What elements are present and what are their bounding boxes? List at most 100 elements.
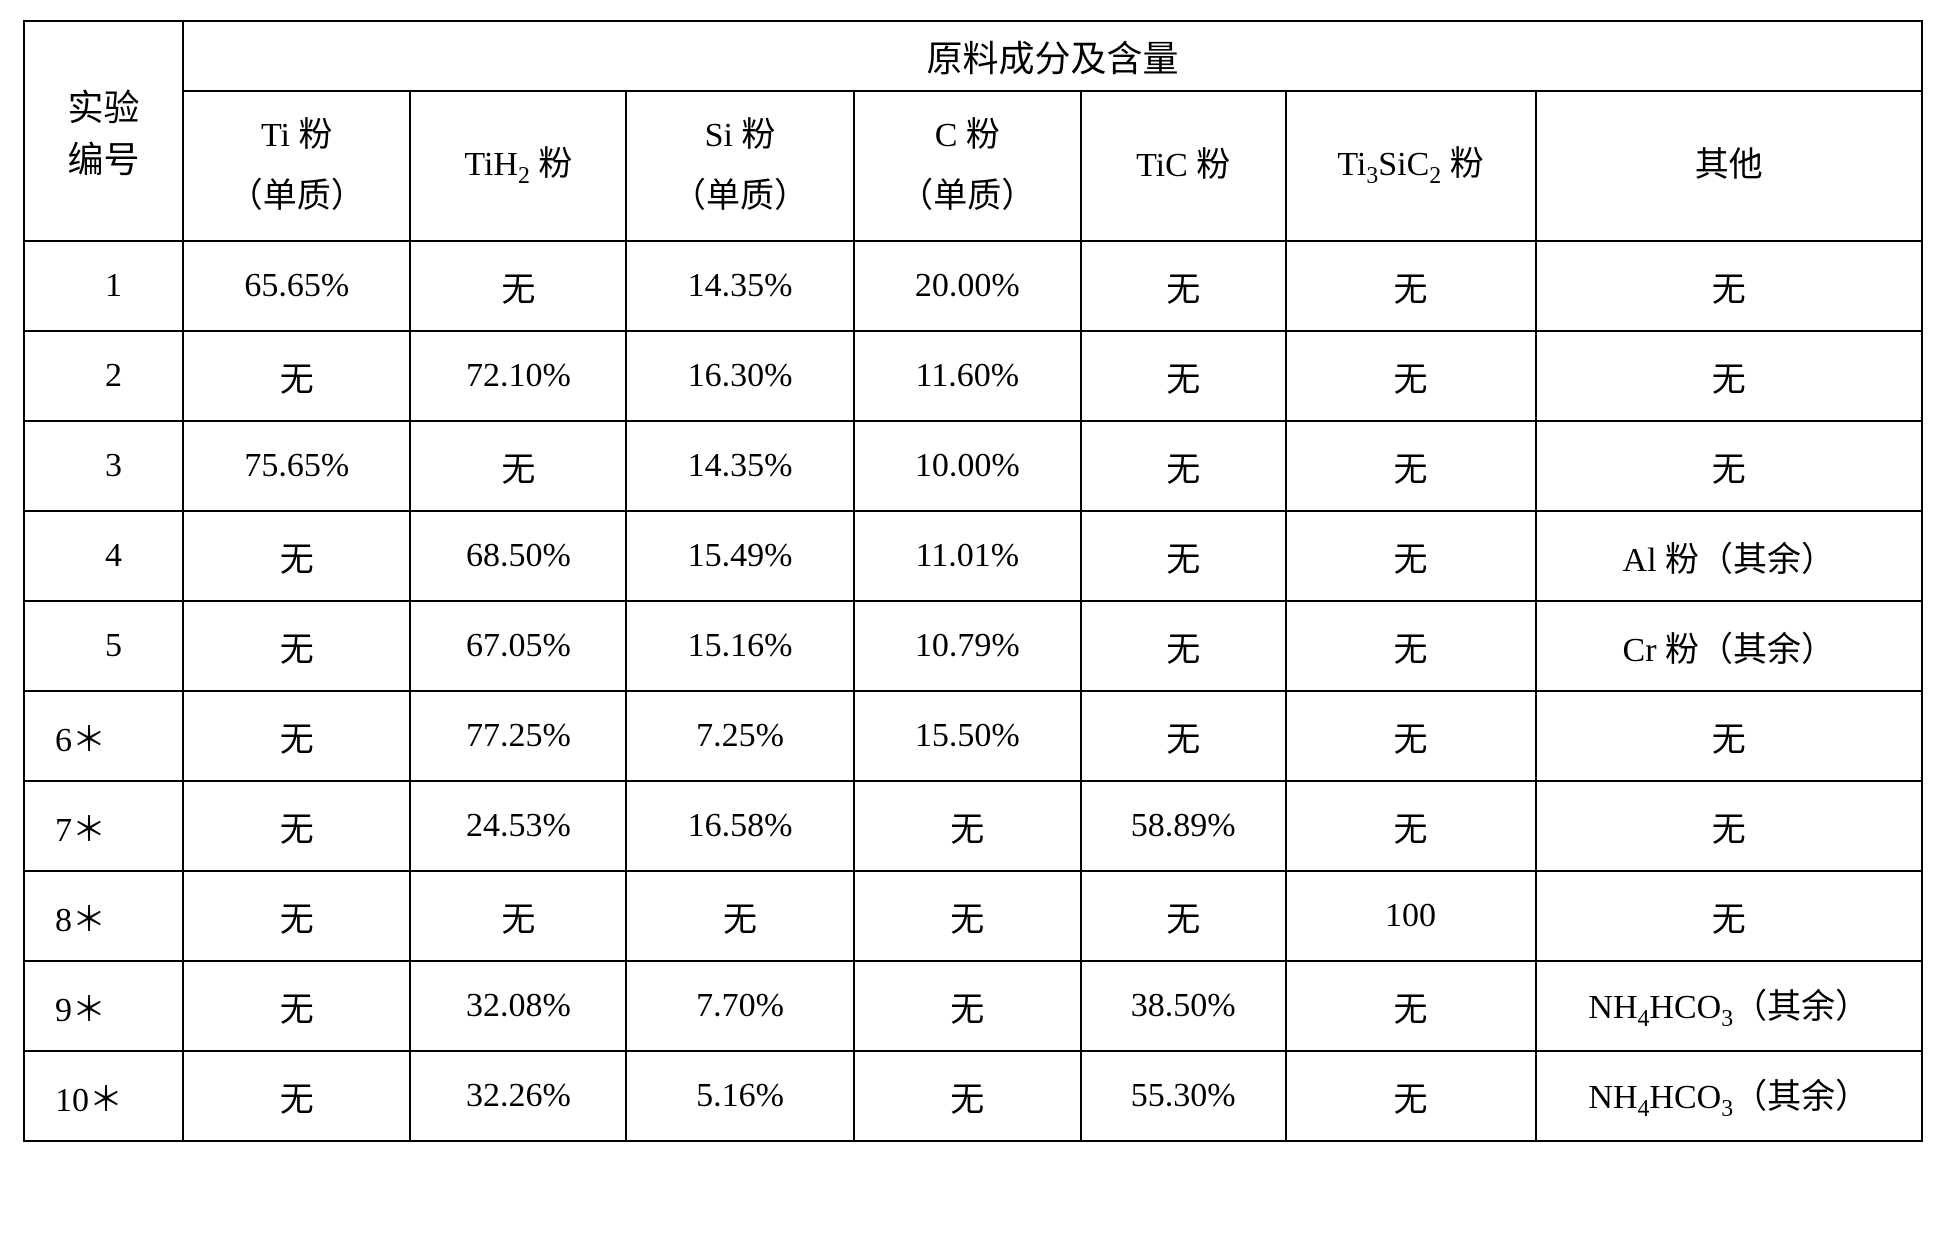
table-row: 3 75.65% 无 14.35% 10.00% 无 无 无 (24, 421, 1922, 511)
cell-si: 16.30% (626, 331, 853, 421)
cell-si: 7.25% (626, 691, 853, 781)
cell-ti3sic2: 无 (1286, 1051, 1536, 1141)
cell-tic: 无 (1081, 871, 1286, 961)
cell-ti: 无 (183, 1051, 410, 1141)
cell-tic: 无 (1081, 511, 1286, 601)
col-ti3sic2-label: Ti3SiC2 粉 (1337, 146, 1483, 183)
cell-si: 15.49% (626, 511, 853, 601)
cell-ti3sic2: 无 (1286, 421, 1536, 511)
cell-c: 20.00% (854, 241, 1081, 331)
cell-c: 11.01% (854, 511, 1081, 601)
cell-tih2: 32.08% (410, 961, 626, 1051)
cell-exp-id: 7＊ (24, 781, 183, 871)
cell-tih2: 72.10% (410, 331, 626, 421)
cell-other: 无 (1536, 691, 1922, 781)
col-si-line2: （单质） (672, 178, 808, 215)
cell-c: 11.60% (854, 331, 1081, 421)
row-label-line2: 编号 (68, 140, 140, 180)
col-c-line1: C 粉 (935, 117, 1000, 154)
col-header-ti: Ti 粉 （单质） (183, 91, 410, 241)
cell-tic: 无 (1081, 601, 1286, 691)
table-header: 实验 编号 原料成分及含量 Ti 粉 （单质） TiH2 粉 Si 粉 （单质） (24, 21, 1922, 241)
cell-tic: 无 (1081, 241, 1286, 331)
cell-tih2: 无 (410, 871, 626, 961)
cell-other: NH4HCO3（其余） (1536, 961, 1922, 1051)
cell-exp-id: 5 (24, 601, 183, 691)
experiment-table-container: 实验 编号 原料成分及含量 Ti 粉 （单质） TiH2 粉 Si 粉 （单质） (23, 20, 1923, 1142)
cell-c: 无 (854, 961, 1081, 1051)
cell-ti: 无 (183, 781, 410, 871)
cell-ti: 75.65% (183, 421, 410, 511)
col-ti-line2: （单质） (229, 178, 365, 215)
cell-tic: 无 (1081, 421, 1286, 511)
cell-exp-id: 6＊ (24, 691, 183, 781)
cell-tic: 55.30% (1081, 1051, 1286, 1141)
header-row-2: Ti 粉 （单质） TiH2 粉 Si 粉 （单质） C 粉 （单质） TiC … (24, 91, 1922, 241)
table-body: 1 65.65% 无 14.35% 20.00% 无 无 无 2 无 72.10… (24, 241, 1922, 1141)
table-row: 2 无 72.10% 16.30% 11.60% 无 无 无 (24, 331, 1922, 421)
cell-tic: 38.50% (1081, 961, 1286, 1051)
cell-si: 16.58% (626, 781, 853, 871)
cell-ti: 无 (183, 871, 410, 961)
cell-exp-id: 2 (24, 331, 183, 421)
cell-tih2: 32.26% (410, 1051, 626, 1141)
cell-ti3sic2: 100 (1286, 871, 1536, 961)
table-row: 4 无 68.50% 15.49% 11.01% 无 无 Al 粉（其余） (24, 511, 1922, 601)
cell-other: 无 (1536, 331, 1922, 421)
cell-other: 无 (1536, 781, 1922, 871)
cell-other: NH4HCO3（其余） (1536, 1051, 1922, 1141)
cell-ti3sic2: 无 (1286, 511, 1536, 601)
table-row: 1 65.65% 无 14.35% 20.00% 无 无 无 (24, 241, 1922, 331)
cell-c: 无 (854, 781, 1081, 871)
cell-si: 5.16% (626, 1051, 853, 1141)
cell-other: 无 (1536, 421, 1922, 511)
col-tih2-label: TiH2 粉 (464, 146, 572, 183)
table-row: 9＊ 无 32.08% 7.70% 无 38.50% 无 NH4HCO3（其余） (24, 961, 1922, 1051)
cell-c: 无 (854, 871, 1081, 961)
cell-ti: 无 (183, 601, 410, 691)
cell-c: 15.50% (854, 691, 1081, 781)
cell-ti3sic2: 无 (1286, 331, 1536, 421)
col-header-tic: TiC 粉 (1081, 91, 1286, 241)
col-ti-line1: Ti 粉 (261, 117, 333, 154)
col-header-ti3sic2: Ti3SiC2 粉 (1286, 91, 1536, 241)
table-row: 6＊ 无 77.25% 7.25% 15.50% 无 无 无 (24, 691, 1922, 781)
cell-si: 无 (626, 871, 853, 961)
cell-c: 无 (854, 1051, 1081, 1141)
col-header-c: C 粉 （单质） (854, 91, 1081, 241)
cell-c: 10.79% (854, 601, 1081, 691)
cell-exp-id: 4 (24, 511, 183, 601)
cell-ti3sic2: 无 (1286, 601, 1536, 691)
cell-exp-id: 8＊ (24, 871, 183, 961)
cell-other: 无 (1536, 241, 1922, 331)
cell-ti: 无 (183, 511, 410, 601)
row-label-header: 实验 编号 (24, 21, 183, 241)
cell-si: 15.16% (626, 601, 853, 691)
table-row: 5 无 67.05% 15.16% 10.79% 无 无 Cr 粉（其余） (24, 601, 1922, 691)
cell-tic: 58.89% (1081, 781, 1286, 871)
header-row-1: 实验 编号 原料成分及含量 (24, 21, 1922, 91)
row-label-line1: 实验 (68, 88, 140, 128)
cell-tih2: 无 (410, 241, 626, 331)
cell-exp-id: 1 (24, 241, 183, 331)
cell-tih2: 77.25% (410, 691, 626, 781)
cell-exp-id: 9＊ (24, 961, 183, 1051)
cell-ti3sic2: 无 (1286, 241, 1536, 331)
cell-ti3sic2: 无 (1286, 781, 1536, 871)
cell-tic: 无 (1081, 691, 1286, 781)
cell-ti: 无 (183, 691, 410, 781)
cell-tih2: 68.50% (410, 511, 626, 601)
cell-tih2: 67.05% (410, 601, 626, 691)
col-header-tih2: TiH2 粉 (410, 91, 626, 241)
main-header: 原料成分及含量 (183, 21, 1922, 91)
col-header-other: 其他 (1536, 91, 1922, 241)
cell-ti: 无 (183, 331, 410, 421)
col-header-si: Si 粉 （单质） (626, 91, 853, 241)
cell-tih2: 24.53% (410, 781, 626, 871)
cell-si: 14.35% (626, 421, 853, 511)
cell-si: 14.35% (626, 241, 853, 331)
experiment-table: 实验 编号 原料成分及含量 Ti 粉 （单质） TiH2 粉 Si 粉 （单质） (23, 20, 1923, 1142)
col-si-line1: Si 粉 (705, 117, 776, 154)
cell-other: Al 粉（其余） (1536, 511, 1922, 601)
cell-ti: 无 (183, 961, 410, 1051)
